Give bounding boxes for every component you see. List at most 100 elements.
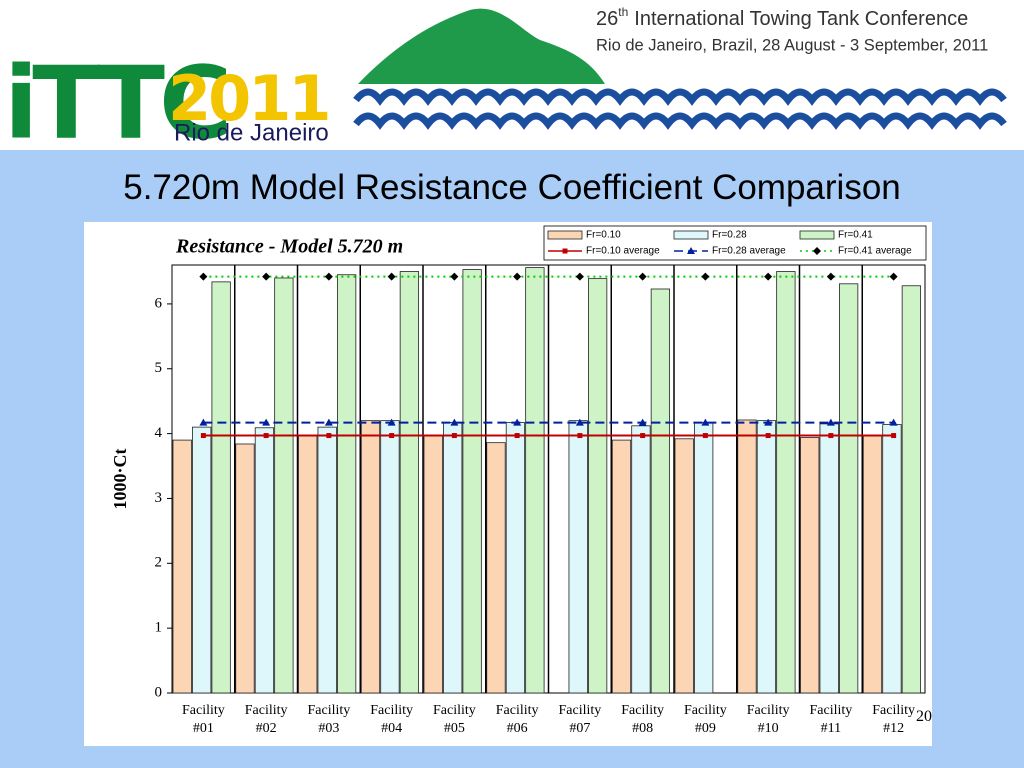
marker [577,433,583,439]
marker [764,272,773,281]
bar [337,274,357,694]
bar [568,420,588,694]
marker [326,433,332,439]
marker [450,418,459,426]
marker [513,418,522,426]
legend-label: Fr=0.10 [586,230,621,241]
bar [380,420,400,694]
conference-venue: Rio de Janeiro, Brazil, 28 August - 3 Se… [596,36,988,54]
bar [211,281,231,694]
marker [765,433,771,439]
legend-label: Fr=0.28 [712,230,747,241]
bar [776,271,796,694]
y-tick-label: 5 [155,360,163,376]
marker [514,433,520,439]
y-tick-label: 4 [155,425,163,441]
waves [353,112,1007,130]
bar [399,271,420,694]
legend-marker [813,247,821,255]
banner: iTTC 2011 Rio de Janeiro 26th Internation… [0,0,1024,161]
marker [638,418,647,426]
bar [901,285,922,694]
y-tick-label: 2 [155,555,163,571]
conference-name: International Towing Tank Conference [634,8,968,30]
x-tick-label: Facility #05 [432,703,476,736]
legend-box [543,225,927,261]
marker [324,418,333,426]
legend-swatch [547,230,583,240]
legend-label: Fr=0.41 [838,230,873,241]
y-tick-label: 3 [155,490,163,506]
marker [764,418,773,426]
marker [640,433,646,439]
bar [800,437,820,694]
marker [199,272,208,281]
legend-swatch [799,230,835,240]
bar [274,277,294,694]
bar [423,435,443,694]
legend-marker [562,248,568,254]
bar [172,439,192,694]
bar [462,269,482,694]
marker [387,272,396,281]
marker [889,418,898,426]
logo-letters: iTTC [4,44,226,150]
ordinal-suffix: th [618,5,628,19]
bar [505,422,526,694]
marker [891,433,897,439]
bar [525,267,545,694]
marker [701,418,710,426]
y-tick-label: 0 [155,684,163,700]
chart: Resistance - Model 5.720 m 1000·Ct 0 1 2 3 4… [110,225,927,700]
legend-swatch [673,230,709,240]
marker [575,418,584,426]
page-number: 20 [916,708,932,725]
marker [826,272,835,281]
bar [882,424,902,694]
bar [588,278,608,694]
banner-art: iTTC 2011 Rio de Janeiro 26th Internation… [4,5,1007,161]
logo-city: Rio de Janeiro [174,119,329,146]
bar [360,420,381,694]
marker [262,418,271,426]
bar [650,288,671,694]
legend-marker [687,247,695,254]
x-tick-label: Facility #10 [746,703,790,736]
x-tick-label: Facility #06 [495,703,539,736]
marker [387,418,396,426]
logo-year: 2011 [168,62,329,135]
x-tick-label: Facility #01 [181,703,225,736]
bar [254,427,275,694]
chart-box: Resistance - Model 5.720 m 1000·Ct 0 1 2 3 4… [84,222,932,746]
bar [737,419,757,694]
bar [862,435,883,694]
mountain [358,8,605,85]
bar [192,426,212,694]
bar [674,438,694,694]
marker [702,433,708,439]
marker [262,272,271,281]
bar [317,426,337,694]
bar [235,443,255,694]
marker [828,433,834,439]
x-tick-label: Facility #12 [872,703,916,736]
marker [263,433,269,439]
bar [443,422,463,694]
x-tick-label: Facility #11 [809,703,853,736]
bar [756,420,777,694]
marker [199,418,208,426]
marker [450,272,459,281]
bar [298,435,318,694]
bar [486,442,506,694]
marker [701,272,710,281]
legend-label: Fr=0.28 average [712,246,786,257]
marker [826,418,835,426]
x-tick-label: Facility #04 [370,703,414,736]
chart-title: Resistance - Model 5.720 m [175,236,403,258]
x-tick-label: Facility #02 [244,703,288,736]
slide-title: 5.720m Model Resistance Coefficient Comp… [123,168,901,207]
marker [889,272,898,281]
x-tick-label: Facility #08 [621,703,665,736]
ordinal-number: 26 [596,8,618,30]
